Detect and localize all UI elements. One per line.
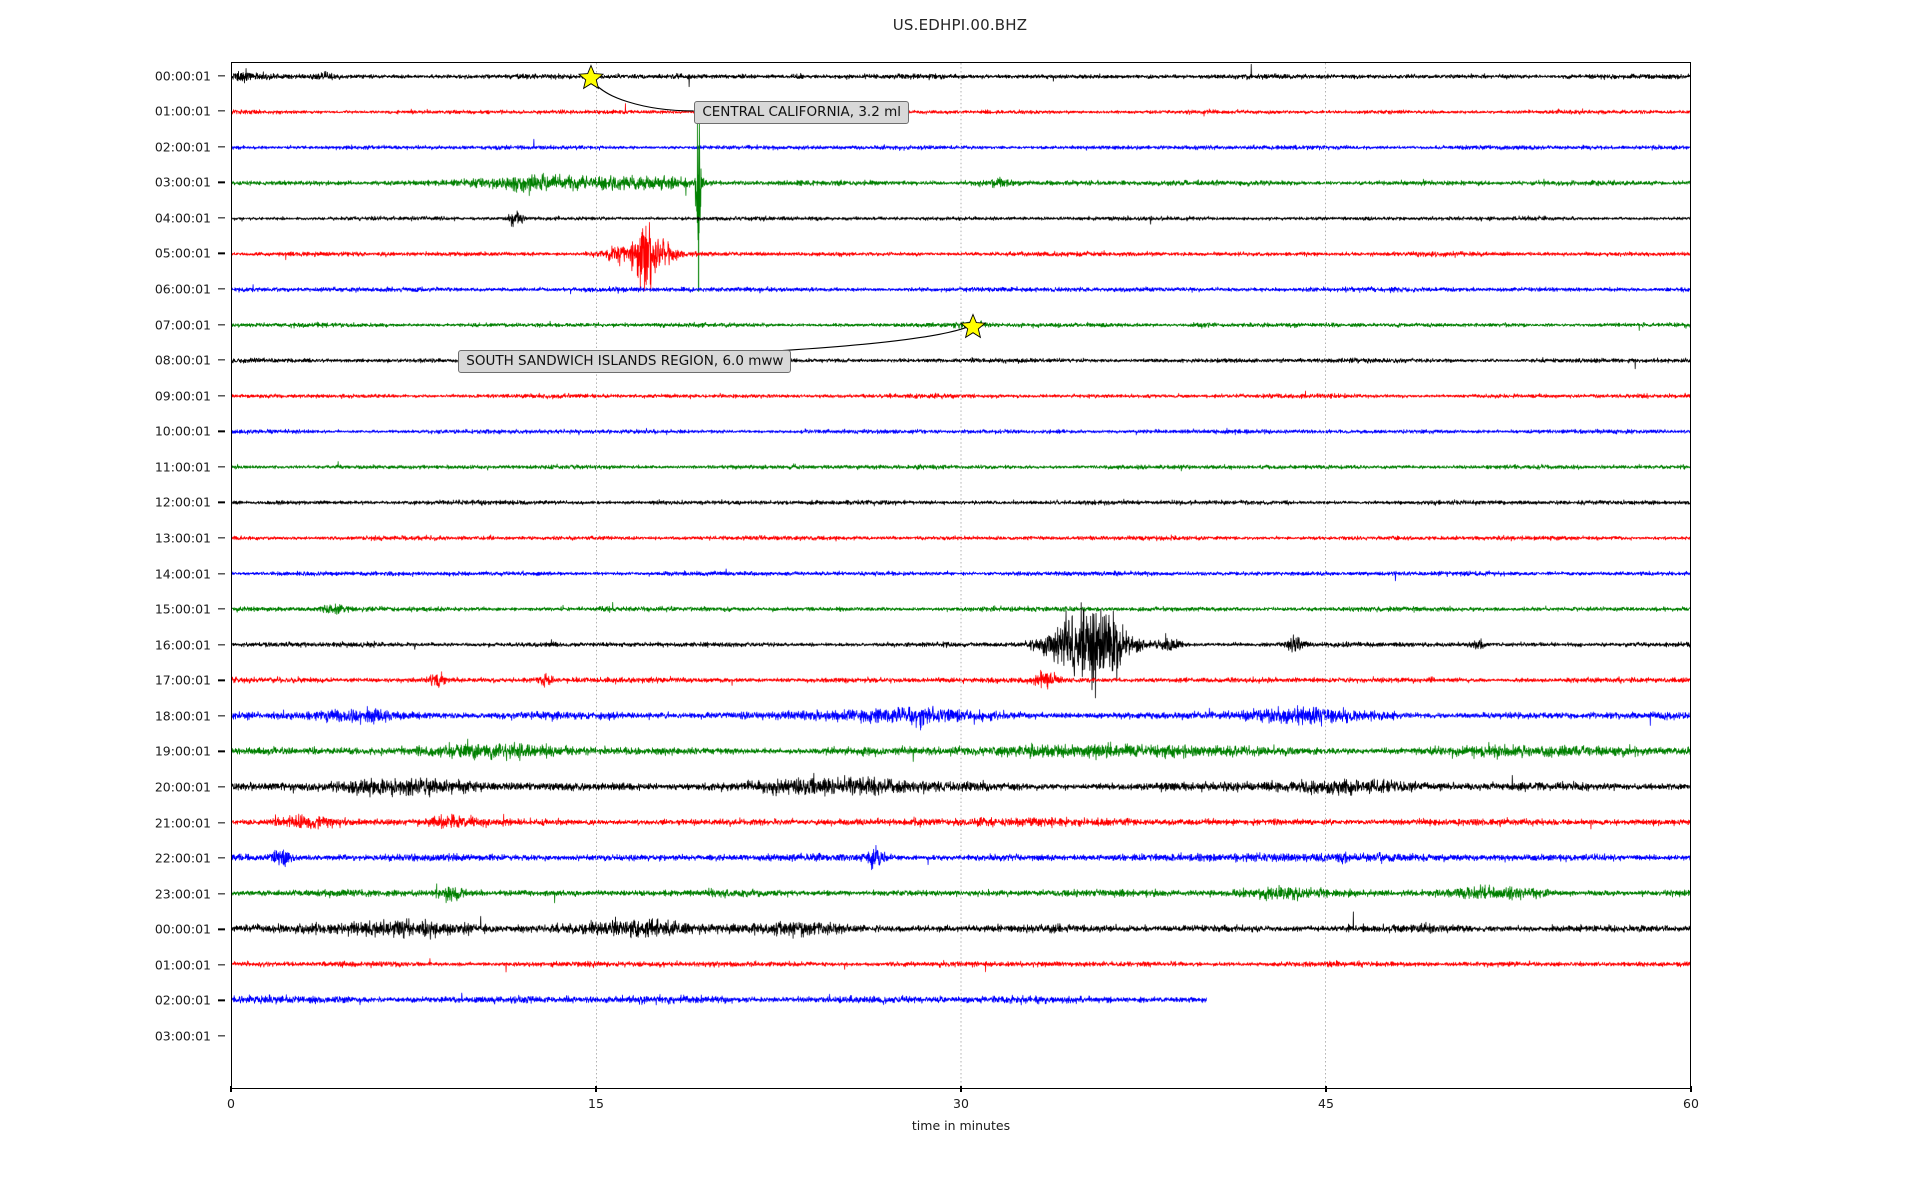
y-axis-tick-label: 07:00:01: [154, 317, 211, 333]
y-axis-tick-label: 17:00:01: [154, 672, 211, 688]
y-axis-tick-mark: [218, 964, 225, 966]
y-axis-tick-label: 23:00:01: [154, 886, 211, 902]
y-axis-tick-container: 00:00:01 01:00:01 02:00:01 03:00:01 04:00:01…: [0, 62, 225, 1089]
y-axis-tick-label: 12:00:01: [154, 494, 211, 510]
x-axis-tick-mark: [595, 1086, 597, 1092]
y-axis-tick-mark: [218, 252, 225, 255]
y-axis-tick-mark: [218, 608, 225, 610]
y-axis-tick-label: 09:00:01: [154, 388, 211, 404]
y-axis-tick-mark: [218, 145, 225, 148]
y-axis-tick-label: 10:00:01: [154, 423, 211, 439]
x-axis-tick-label: 0: [227, 1096, 235, 1111]
y-axis-tick-mark: [218, 110, 225, 112]
y-axis-tick-mark: [218, 501, 225, 504]
y-axis-tick-mark: [218, 74, 225, 77]
y-axis-tick-mark: [218, 928, 225, 930]
y-axis-tick-mark: [218, 893, 225, 895]
x-axis-tick-mark: [1325, 1086, 1327, 1092]
y-axis-tick-label: 03:00:01: [154, 1028, 211, 1044]
star-icon: [577, 63, 605, 89]
y-axis-tick-mark: [218, 999, 225, 1002]
y-axis-tick-label: 01:00:01: [154, 103, 211, 119]
x-axis-tick-container: 0 15 30 45 60: [227, 1086, 1699, 1122]
seismic-trace-canvas: [232, 63, 1690, 1088]
y-axis-tick-mark: [218, 750, 225, 753]
x-axis-tick-mark: [960, 1086, 962, 1092]
central-california-annotation[interactable]: CENTRAL CALIFORNIA, 3.2 ml: [694, 101, 910, 125]
south-sandwich-star[interactable]: [959, 312, 987, 339]
y-axis-tick-label: 22:00:01: [154, 850, 211, 866]
x-axis-tick-label: 60: [1683, 1096, 1699, 1111]
y-axis-tick-mark: [218, 644, 225, 646]
y-axis-tick-mark: [218, 323, 225, 326]
y-axis-tick-mark: [218, 857, 225, 859]
y-axis-tick-mark: [218, 359, 225, 361]
y-axis-tick-label: 13:00:01: [154, 530, 211, 546]
y-axis-tick-mark: [218, 288, 225, 290]
page-title: US.EDHPI.00.BHZ: [892, 16, 1028, 34]
y-axis-tick-mark: [218, 786, 225, 788]
y-axis-tick-label: 01:00:01: [154, 957, 211, 973]
y-axis-tick-label: 11:00:01: [154, 459, 211, 475]
y-axis-tick-label: 21:00:01: [154, 815, 211, 831]
y-axis-tick-label: 16:00:01: [154, 637, 211, 653]
y-axis-tick-label: 18:00:01: [154, 708, 211, 724]
y-axis-tick-mark: [218, 395, 225, 397]
y-axis-tick-mark: [218, 466, 225, 468]
x-axis-tick-mark: [230, 1086, 232, 1092]
y-axis-tick-label: 19:00:01: [154, 743, 211, 759]
y-axis-tick-label: 03:00:01: [154, 174, 211, 190]
x-axis-tick-label: 45: [1318, 1096, 1334, 1111]
y-axis-tick-mark: [218, 715, 225, 717]
y-axis-tick-label: 02:00:01: [154, 139, 211, 155]
y-axis-tick-label: 00:00:01: [154, 68, 211, 83]
y-axis-tick-label: 02:00:01: [154, 992, 211, 1008]
y-axis-tick-mark: [218, 572, 225, 575]
x-axis-tick-label: 15: [588, 1096, 604, 1111]
star-icon: [959, 312, 987, 338]
y-axis-tick-mark: [218, 181, 225, 183]
y-axis-tick-label: 04:00:01: [154, 210, 211, 226]
y-axis-tick-label: 05:00:01: [154, 245, 211, 261]
central-california-star[interactable]: [577, 63, 605, 90]
y-axis-tick-mark: [218, 1035, 225, 1037]
x-axis-tick-mark: [1690, 1086, 1692, 1092]
y-axis-tick-label: 06:00:01: [154, 281, 211, 297]
y-axis-tick-mark: [218, 821, 225, 824]
x-axis-title: time in minutes: [911, 1118, 1011, 1133]
y-axis-tick-mark: [218, 679, 225, 681]
y-axis-tick-mark: [218, 537, 225, 539]
y-axis-tick-label: 00:00:01: [154, 921, 211, 937]
y-axis-tick-label: 14:00:01: [154, 566, 211, 582]
x-axis-tick-label: 30: [953, 1096, 969, 1111]
plot-area[interactable]: CENTRAL CALIFORNIA, 3.2 ml SOUTH SANDWICH…: [231, 62, 1691, 1089]
y-axis-tick-label: 08:00:01: [154, 352, 211, 368]
south-sandwich-annotation[interactable]: SOUTH SANDWICH ISLANDS REGION, 6.0 mww: [458, 350, 792, 374]
y-axis-tick-mark: [218, 430, 225, 432]
y-axis-tick-label: 20:00:01: [154, 779, 211, 795]
y-axis-tick-label: 15:00:01: [154, 601, 211, 617]
y-axis-tick-mark: [218, 217, 225, 219]
